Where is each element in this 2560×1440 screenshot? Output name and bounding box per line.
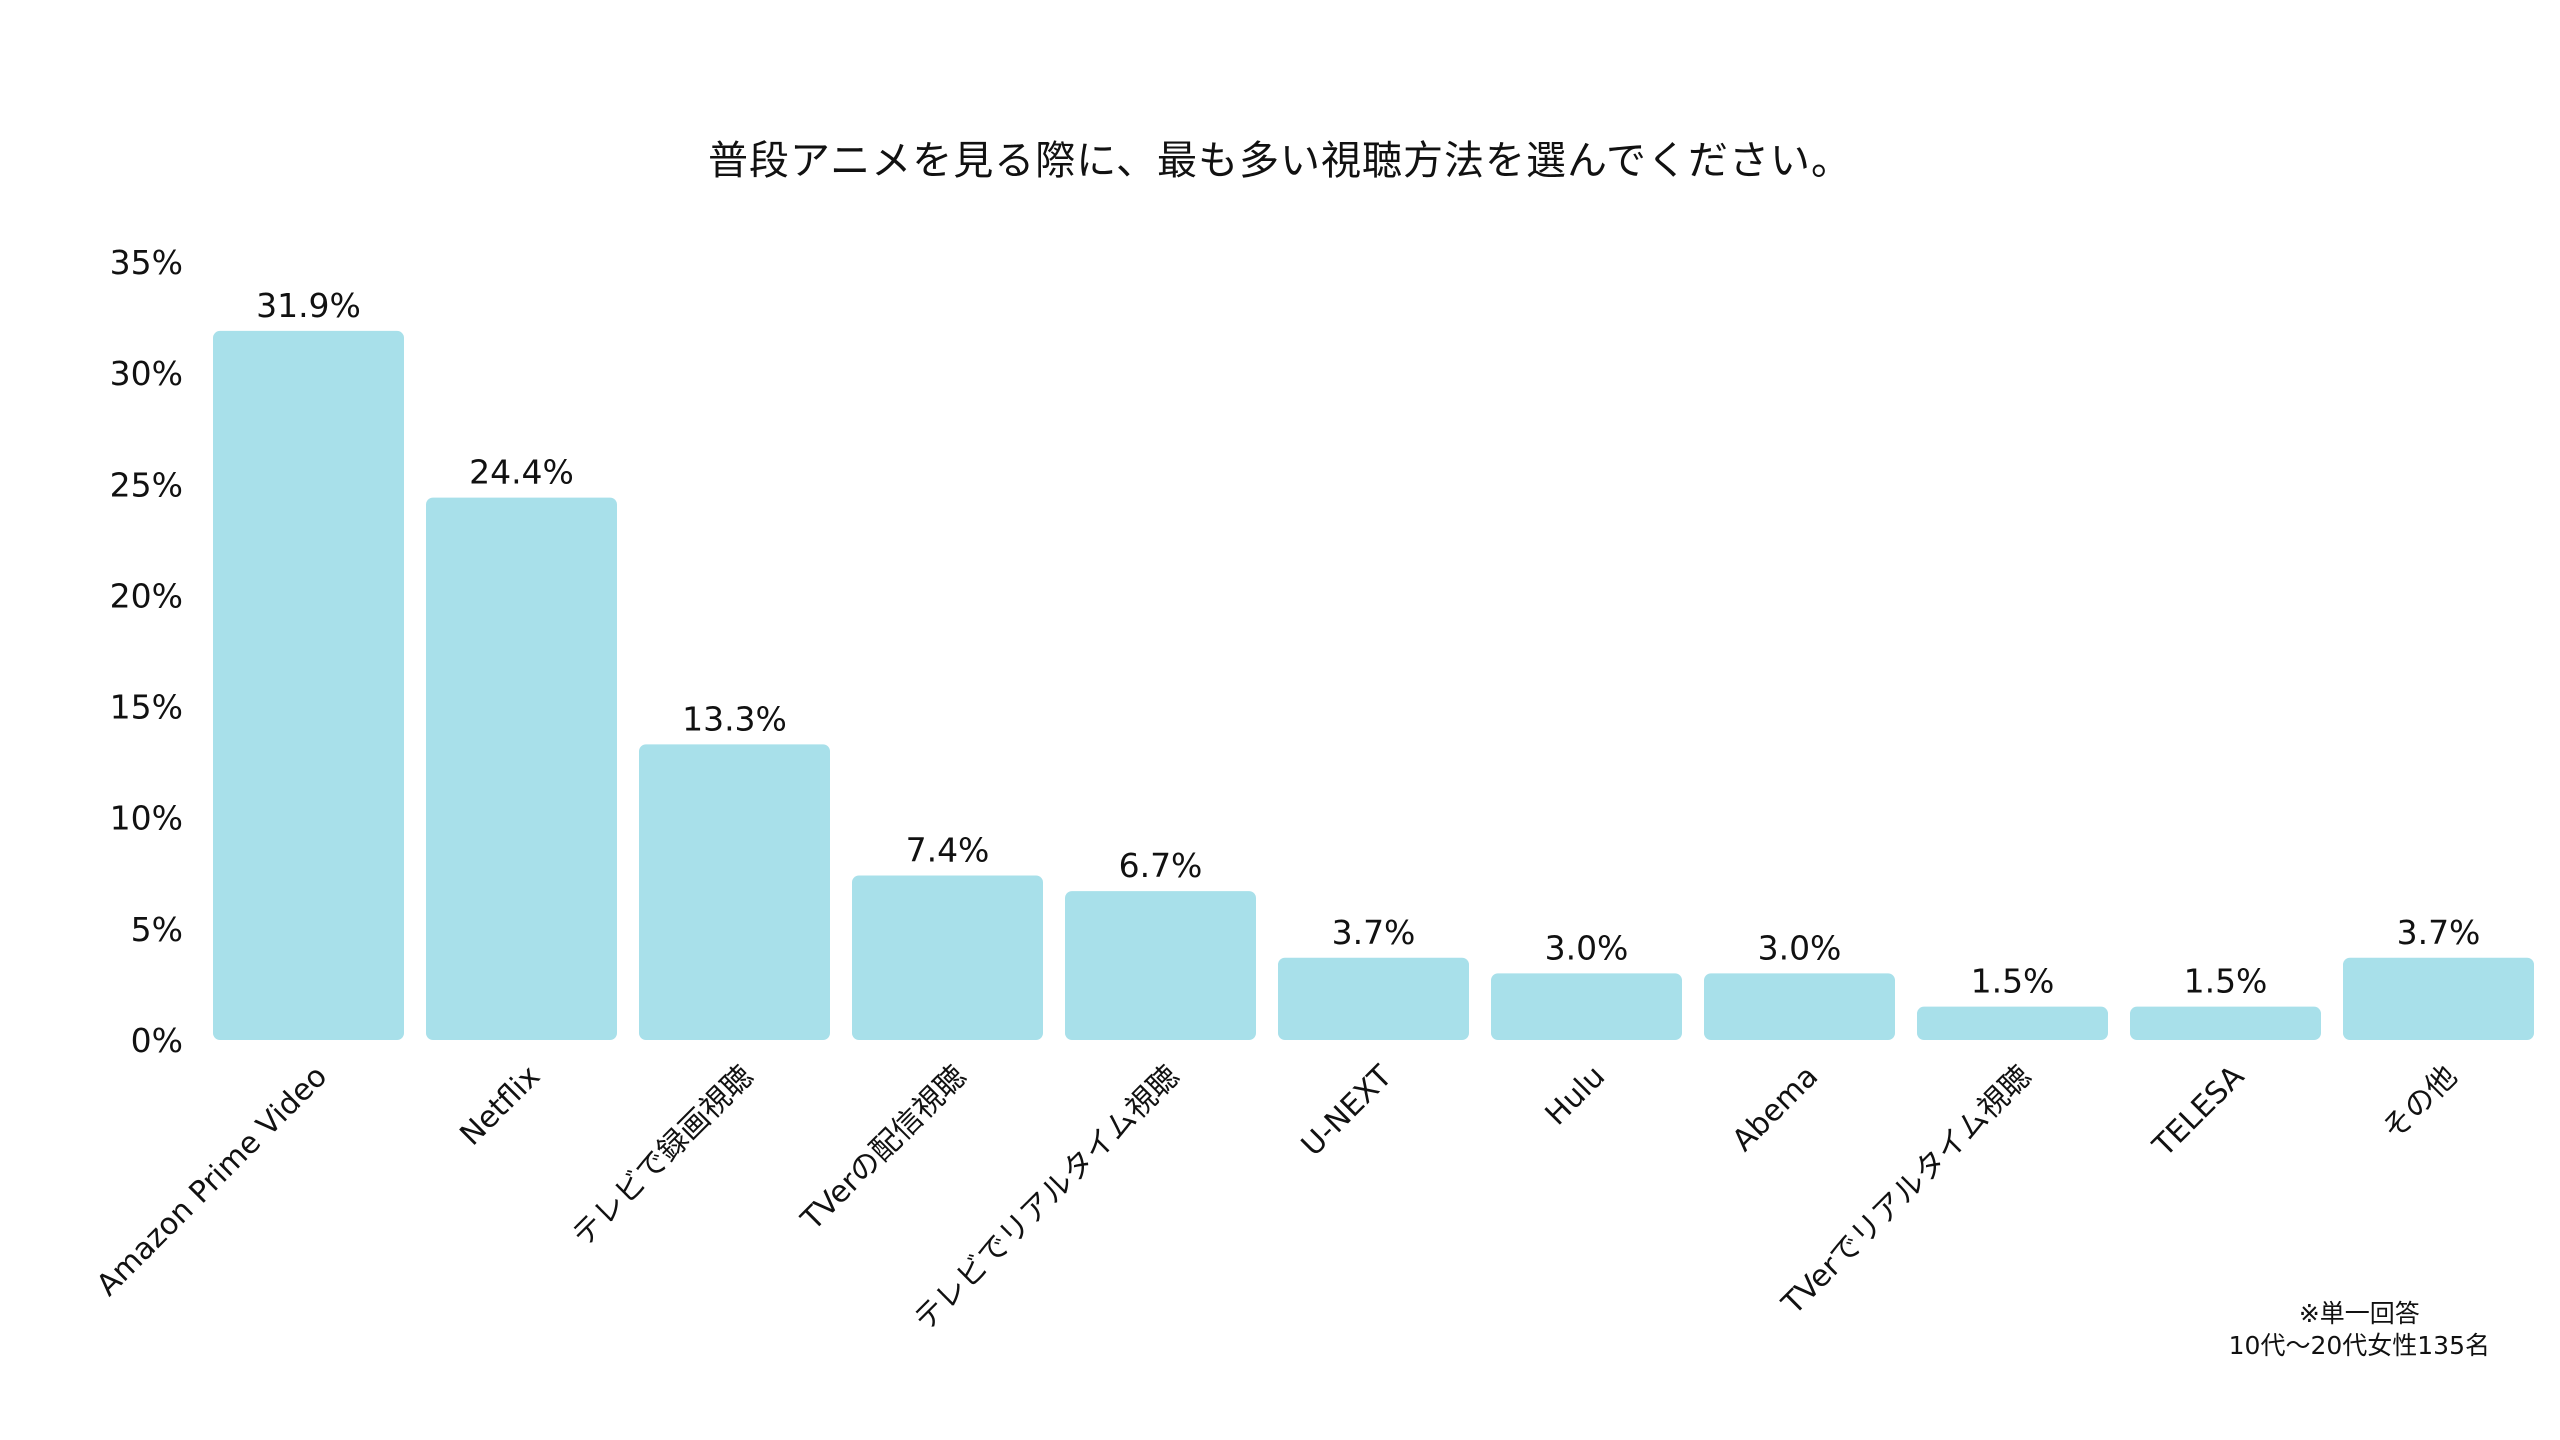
x-tick-label: Abema [1726, 1059, 1825, 1158]
x-tick-label: Netflix [453, 1059, 547, 1153]
x-tick-label: Amazon Prime Video [90, 1059, 334, 1303]
bar [2343, 957, 2534, 1040]
y-axis-ticks: 0% 5% 10% 15% 20% 25% 30% 35% [110, 243, 183, 1060]
bar [1704, 973, 1895, 1040]
x-tick-label: TELESA [2146, 1059, 2252, 1165]
data-label: 3.7% [1332, 913, 1416, 952]
bar [426, 497, 617, 1040]
x-tick-label: TVerでリアルタイム視聴 [1775, 1059, 2038, 1322]
data-label: 1.5% [1971, 962, 2055, 1001]
x-tick-label: TVerの配信視聴 [794, 1059, 973, 1238]
y-tick-label: 30% [110, 354, 183, 393]
chart-title: 普段アニメを見る際に、最も多い視聴方法を選んでください。 [708, 138, 1852, 184]
x-tick-label: テレビで録画視聴 [566, 1059, 760, 1253]
value-labels: 31.9% 24.4% 13.3% 7.4% 6.7% 3.7% 3.0% 3.0% 1.5% 1… [256, 286, 2480, 1001]
x-tick-label: Hulu [1539, 1059, 1612, 1132]
data-label: 13.3% [682, 699, 787, 738]
data-label: 3.0% [1545, 928, 1629, 967]
y-tick-label: 5% [131, 910, 183, 949]
bars [213, 330, 2534, 1040]
x-tick-label: その他 [2376, 1059, 2464, 1147]
bar [1065, 891, 1256, 1040]
x-tick-label: U-NEXT [1295, 1058, 1400, 1163]
bar [1917, 1006, 2108, 1040]
bar [2130, 1006, 2321, 1040]
y-tick-label: 10% [110, 799, 183, 838]
bar [852, 875, 1043, 1040]
data-label: 3.0% [1758, 928, 1842, 967]
y-tick-label: 35% [110, 243, 183, 282]
survey-note: ※単一回答 10代〜20代女性135名 [2229, 1298, 2490, 1362]
y-tick-label: 0% [131, 1021, 183, 1060]
data-label: 7.4% [906, 831, 990, 870]
bar [1278, 957, 1469, 1040]
note-answer-type: ※単一回答 [2298, 1299, 2420, 1328]
data-label: 3.7% [2397, 913, 2481, 952]
y-tick-label: 25% [110, 465, 183, 504]
bar [639, 744, 830, 1040]
x-axis-labels: Amazon Prime Video Netflix テレビで録画視聴 TVerの配信… [90, 1058, 2464, 1337]
data-label: 6.7% [1119, 846, 1203, 885]
y-tick-label: 20% [110, 576, 183, 615]
data-label: 24.4% [469, 453, 574, 492]
data-label: 1.5% [2184, 962, 2268, 1001]
note-sample: 10代〜20代女性135名 [2228, 1331, 2490, 1360]
bar [213, 330, 404, 1040]
bar [1491, 973, 1682, 1040]
y-tick-label: 15% [110, 688, 183, 727]
data-label: 31.9% [256, 286, 361, 325]
